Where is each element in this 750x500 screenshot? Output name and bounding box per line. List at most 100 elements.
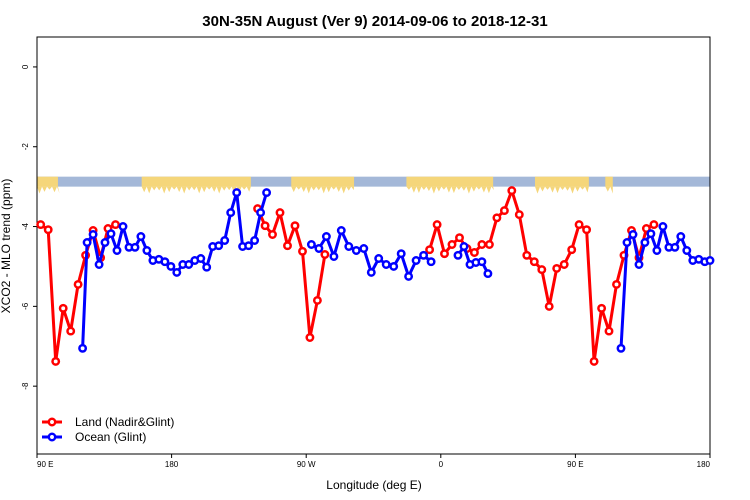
data-point	[312, 295, 322, 305]
band-land-edge	[141, 186, 251, 194]
data-point	[574, 220, 584, 230]
data-point	[447, 240, 457, 249]
data-point	[499, 206, 509, 216]
x-axis-label: Longitude (deg E)	[326, 478, 421, 492]
data-point	[459, 242, 469, 251]
data-point	[118, 222, 128, 231]
band-land-strip	[605, 176, 613, 187]
data-point	[640, 238, 650, 247]
x-tick-label: 0	[439, 460, 444, 469]
data-point	[469, 248, 479, 257]
band-ocean	[37, 176, 710, 187]
data-point	[419, 250, 429, 260]
band-land-strip	[291, 176, 355, 187]
data-point	[220, 236, 230, 245]
data-point	[226, 208, 236, 218]
data-point	[522, 250, 532, 260]
band-land-edge	[291, 186, 355, 194]
data-point	[492, 213, 502, 223]
data-point	[262, 188, 272, 198]
data-point	[477, 240, 487, 249]
data-point	[136, 232, 146, 241]
data-point	[66, 326, 76, 336]
y-tick-label: -2	[21, 143, 30, 151]
data-point	[329, 252, 339, 261]
data-point	[411, 256, 421, 265]
data-point	[432, 220, 442, 230]
data-point	[166, 261, 176, 271]
data-point	[306, 240, 316, 249]
data-point	[616, 343, 626, 353]
data-point	[582, 225, 592, 235]
y-axis-label: XCO2 - MLO trend (ppm)	[0, 179, 13, 314]
data-point	[202, 262, 212, 272]
data-point	[36, 220, 46, 230]
data-point	[112, 246, 122, 255]
data-point	[658, 222, 668, 231]
band-land-strip	[141, 176, 251, 187]
data-point	[440, 249, 449, 259]
data-point	[314, 244, 324, 253]
data-point	[597, 303, 607, 313]
data-point	[58, 303, 68, 313]
series-ocean	[78, 188, 715, 353]
plot-frame	[36, 36, 711, 455]
data-point	[537, 265, 547, 275]
data-point	[641, 224, 651, 233]
data-point	[250, 236, 260, 245]
data-point	[196, 254, 206, 263]
x-axis: 90 E 180 90 W 0 90 E 180	[36, 454, 711, 469]
data-point	[43, 225, 53, 235]
data-point	[88, 230, 98, 239]
legend-marker-land	[47, 417, 57, 427]
data-point	[622, 238, 632, 247]
data-point	[290, 221, 300, 231]
data-point	[100, 238, 110, 247]
data-point	[320, 250, 330, 259]
band-land-edge	[535, 186, 589, 194]
data-point	[94, 260, 104, 269]
data-point	[130, 242, 140, 252]
data-point	[321, 232, 331, 241]
data-point	[646, 229, 656, 239]
data-point	[160, 257, 170, 267]
data-point	[268, 230, 277, 239]
legend-label-land: Land (Nadir&Glint)	[75, 415, 174, 429]
data-point	[552, 263, 562, 273]
data-point	[455, 233, 464, 243]
legend: Land (Nadir&Glint) Ocean (Glint)	[42, 415, 174, 444]
data-point	[366, 267, 376, 277]
data-point	[404, 271, 414, 281]
data-point	[111, 220, 120, 230]
data-point	[396, 249, 406, 259]
data-point	[425, 245, 435, 255]
data-point	[544, 301, 554, 311]
land-ocean-band	[37, 176, 710, 194]
data-point	[275, 208, 285, 218]
data-point	[172, 267, 182, 277]
band-land-edge	[406, 186, 494, 194]
data-point	[351, 246, 361, 255]
data-point	[484, 240, 494, 249]
x-tick-label: 90 E	[567, 460, 583, 469]
data-point	[705, 256, 715, 265]
band-land-strip	[37, 176, 58, 187]
data-point	[260, 221, 270, 231]
data-point	[73, 279, 83, 289]
data-point	[184, 260, 194, 269]
legend-marker-ocean	[47, 432, 57, 442]
data-point	[283, 241, 292, 251]
data-point	[305, 333, 315, 342]
data-point	[244, 241, 254, 251]
data-point	[559, 260, 569, 269]
data-point	[676, 232, 686, 241]
band-land-strip	[535, 176, 589, 187]
data-point	[589, 356, 599, 366]
data-point	[106, 229, 116, 239]
data-point	[649, 220, 659, 230]
data-point	[82, 238, 92, 247]
data-point	[567, 245, 577, 255]
data-point	[628, 230, 638, 239]
data-point	[232, 188, 242, 198]
data-point	[256, 208, 266, 218]
